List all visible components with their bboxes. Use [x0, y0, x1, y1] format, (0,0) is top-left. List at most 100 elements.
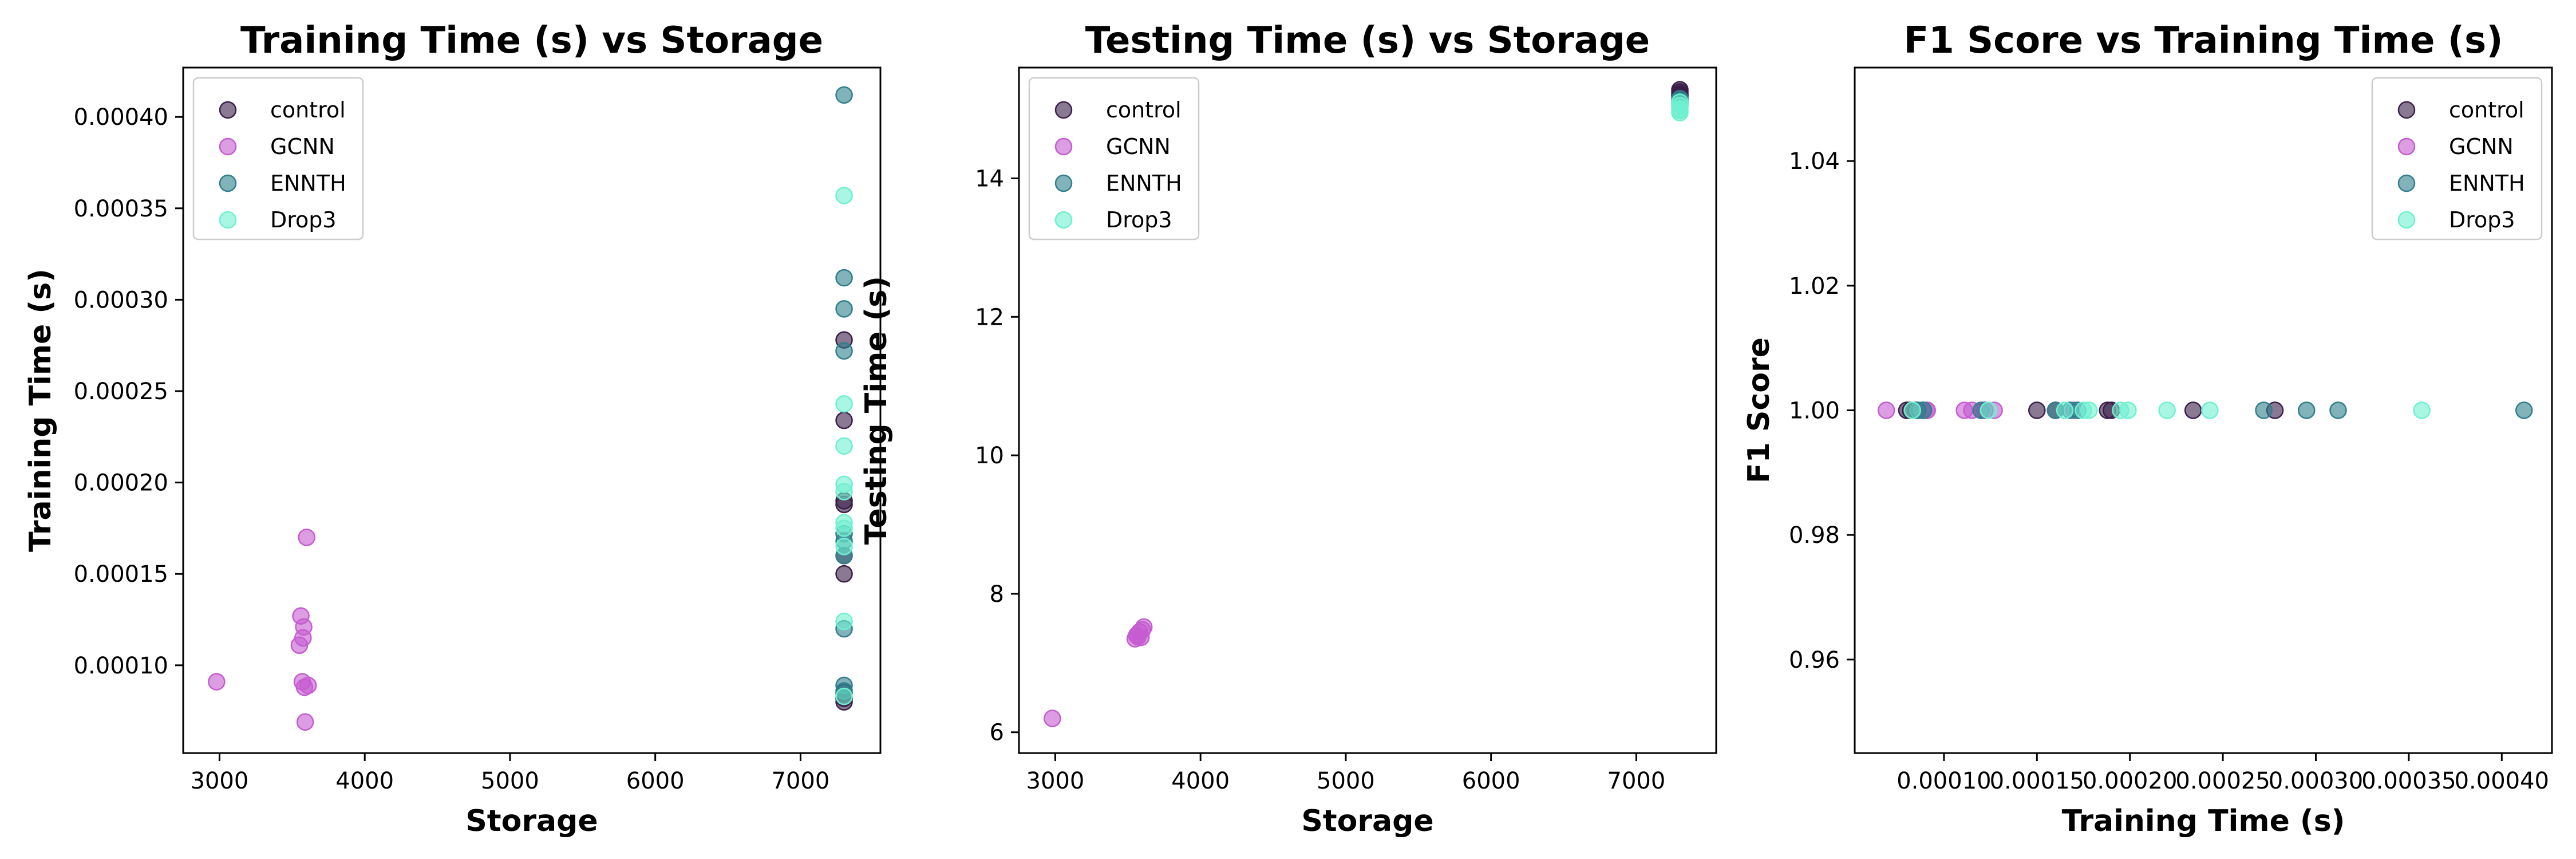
y-tick-label: 1.04	[1789, 148, 1840, 175]
y-tick-label: 14	[975, 166, 1004, 192]
x-tick-label: 6000	[626, 768, 685, 794]
data-point-ennth	[2515, 401, 2533, 419]
chart-title: F1 Score vs Training Time (s)	[1904, 19, 2503, 62]
data-points	[208, 86, 853, 731]
data-point-drop3	[835, 395, 853, 413]
legend-marker-drop3	[219, 211, 237, 229]
legend-marker-control	[2397, 101, 2416, 119]
plot-frame	[1018, 66, 1717, 754]
data-points	[1877, 401, 2533, 419]
data-point-drop3	[835, 687, 853, 706]
data-point-control	[2184, 401, 2202, 419]
legend-marker-ennth	[2397, 174, 2416, 192]
y-tick-label: 1.02	[1789, 273, 1840, 300]
y-axis-label: Training Time (s)	[23, 269, 58, 552]
chart-1: Training Time (s) vs Storage 3000 4000 5000…	[23, 19, 882, 838]
x-tick-label: 4000	[1171, 768, 1230, 794]
x-tick-label: 7000	[1607, 768, 1666, 794]
x-tick-label: 0.00015	[1990, 768, 2084, 794]
data-point-drop3	[1980, 401, 1998, 419]
y-tick-label: 0.00015	[74, 561, 168, 588]
x-axis-label: Training Time (s)	[2062, 804, 2345, 838]
legend: control GCNN ENNTH Drop3	[2371, 77, 2543, 241]
legend-marker-control	[219, 101, 237, 119]
legend: control GCNN ENNTH Drop3	[1028, 77, 1200, 241]
data-point-gcnn	[298, 529, 315, 546]
y-tick-label: 8	[990, 581, 1004, 608]
data-point-ennth	[2329, 401, 2347, 419]
legend-marker-ennth	[1054, 174, 1073, 192]
data-point-ennth	[835, 269, 853, 287]
data-point-ennth	[2298, 401, 2316, 419]
legend-marker-drop3	[2397, 211, 2416, 229]
legend-marker-gcnn	[2397, 137, 2416, 156]
chart-3: F1 Score vs Training Time (s)0.000100.00…	[1742, 19, 2553, 838]
data-point-drop3	[835, 538, 853, 555]
data-point-gcnn	[299, 676, 317, 695]
y-tick-label: 10	[975, 443, 1004, 469]
chart-title: Testing Time (s) vs Storage	[1085, 19, 1650, 62]
y-tick-label: 0.00035	[74, 196, 168, 222]
y-tick-label: 0.98	[1789, 522, 1840, 549]
legend-label-gcnn: GCNN	[2449, 134, 2514, 159]
y-tick-label: 1.00	[1789, 398, 1840, 424]
x-tick-label: 5000	[1317, 768, 1375, 794]
data-point-gcnn	[1877, 401, 1895, 419]
x-tick-label: 0.00025	[2175, 768, 2270, 794]
data-point-drop3	[2056, 401, 2074, 419]
data-point-drop3	[835, 187, 853, 204]
legend-label-ennth: ENNTH	[2449, 171, 2525, 196]
legend: control GCNN ENNTH Drop3	[192, 77, 364, 241]
legend-label-control: control	[1106, 97, 1182, 123]
chart-2: Testing Time (s) vs Storage 3000 4000 5000 6…	[859, 19, 1717, 838]
data-point-control	[835, 565, 853, 583]
legend-box	[192, 77, 364, 241]
legend-label-ennth: ENNTH	[270, 171, 346, 196]
data-point-ennth	[835, 86, 853, 104]
legend-label-gcnn: GCNN	[270, 134, 335, 159]
data-point-drop3	[2201, 401, 2219, 419]
data-point-drop3	[835, 437, 853, 455]
legend-label-drop3: Drop3	[270, 207, 337, 233]
y-tick-label: 0.00020	[74, 470, 168, 497]
legend-marker-gcnn	[219, 137, 237, 156]
y-tick-label: 0.96	[1789, 647, 1840, 673]
x-axis-label: Storage	[1301, 804, 1433, 838]
x-tick-label: 3000	[191, 768, 249, 794]
y-tick-label: 0.00040	[74, 104, 168, 131]
x-tick-label: 0.00040	[2455, 768, 2549, 794]
x-tick-label: 0.00030	[2269, 768, 2363, 794]
data-point-drop3	[2119, 401, 2137, 419]
data-point-gcnn	[1044, 710, 1061, 727]
y-axis-label: Testing Time (s)	[859, 276, 894, 545]
data-point-drop3	[2413, 401, 2431, 419]
x-tick-label: 3000	[1026, 768, 1085, 794]
data-point-drop3	[835, 483, 853, 501]
y-tick-label: 6	[990, 720, 1004, 746]
data-point-ennth	[835, 342, 853, 360]
x-tick-label: 7000	[772, 768, 830, 794]
legend-box	[1028, 77, 1200, 241]
legend-marker-ennth	[219, 174, 237, 192]
data-point-gcnn	[208, 673, 226, 691]
legend-box	[2371, 77, 2543, 241]
legend-label-gcnn: GCNN	[1106, 134, 1171, 159]
x-tick-label: 4000	[335, 768, 394, 794]
data-point-drop3	[835, 519, 853, 537]
legend-marker-gcnn	[1054, 137, 1073, 156]
y-tick-label: 12	[975, 304, 1004, 330]
y-tick-label: 0.00030	[74, 287, 168, 313]
legend-label-drop3: Drop3	[1106, 207, 1172, 233]
plot-frame	[182, 66, 882, 754]
data-point-gcnn	[296, 713, 314, 731]
data-point-drop3	[835, 612, 853, 631]
data-point-control	[2028, 401, 2046, 419]
data-point-drop3	[2158, 401, 2176, 419]
y-tick-label: 0.00025	[74, 379, 168, 405]
legend-marker-control	[1054, 101, 1073, 119]
x-tick-label: 6000	[1462, 768, 1520, 794]
data-point-ennth	[2255, 401, 2273, 419]
legend-marker-drop3	[1054, 211, 1073, 229]
